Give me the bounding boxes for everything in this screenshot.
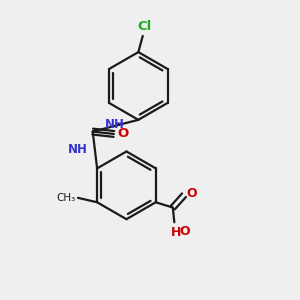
- Text: O: O: [186, 187, 197, 200]
- Text: O: O: [180, 225, 190, 238]
- Text: Cl: Cl: [137, 20, 152, 33]
- Text: NH: NH: [68, 143, 88, 157]
- Text: CH₃: CH₃: [56, 193, 76, 203]
- Text: H: H: [171, 226, 181, 239]
- Text: O: O: [117, 128, 129, 140]
- Text: NH: NH: [105, 118, 125, 131]
